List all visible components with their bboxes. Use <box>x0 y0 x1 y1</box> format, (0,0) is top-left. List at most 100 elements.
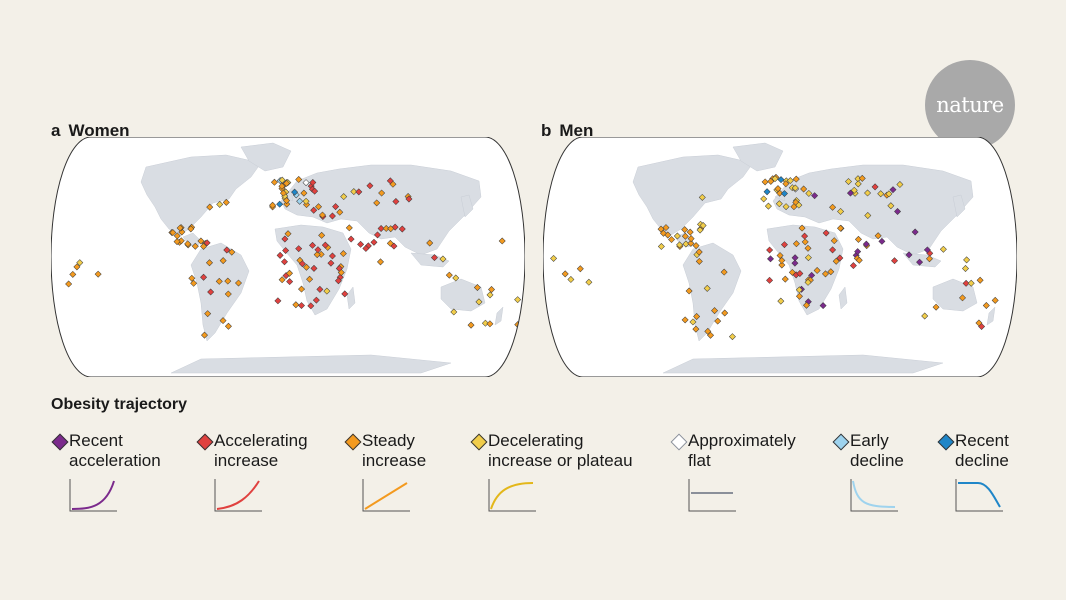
country-marker <box>687 235 695 243</box>
country-marker <box>445 271 453 279</box>
country-marker <box>803 301 810 309</box>
country-marker <box>373 199 381 207</box>
country-marker <box>766 276 774 284</box>
country-marker <box>681 226 689 234</box>
country-marker <box>439 255 447 263</box>
country-marker <box>184 240 192 248</box>
country-marker <box>274 297 282 305</box>
legend-label-line1: Recent <box>69 431 123 450</box>
country-marker <box>377 225 385 232</box>
country-marker <box>804 244 812 252</box>
legend-label-line2: decline <box>850 451 904 470</box>
country-marker <box>778 261 786 269</box>
country-marker <box>328 252 336 260</box>
panel-letter: b <box>541 121 552 140</box>
legend-label-line2: decline <box>955 451 1009 470</box>
country-marker <box>332 203 340 211</box>
legend-label-line1: Recent <box>955 431 1009 450</box>
country-marker <box>377 258 384 266</box>
legend-diamond-icon <box>670 433 688 451</box>
country-marker <box>362 244 370 252</box>
country-marker <box>298 260 306 268</box>
country-marker <box>695 257 703 265</box>
country-marker <box>854 180 862 188</box>
country-marker <box>235 279 242 287</box>
country-marker <box>187 225 195 233</box>
country-marker <box>689 318 697 326</box>
country-marker <box>203 239 211 247</box>
country-marker <box>962 279 970 287</box>
country-marker <box>864 212 872 219</box>
legend-label-line2: flat <box>688 451 711 470</box>
country-marker <box>782 203 790 211</box>
panel-letter: a <box>51 121 61 140</box>
country-marker <box>687 239 695 247</box>
country-marker <box>728 333 736 341</box>
country-marker <box>295 175 303 183</box>
country-marker <box>201 331 208 339</box>
country-marker <box>316 285 324 293</box>
country-marker <box>69 270 77 278</box>
country-marker <box>292 301 300 309</box>
country-marker <box>282 247 290 254</box>
country-marker <box>685 287 693 295</box>
country-marker <box>721 309 729 317</box>
country-marker <box>405 195 413 203</box>
country-marker <box>300 189 308 197</box>
country-marker <box>801 232 809 240</box>
country-marker <box>321 241 329 249</box>
trajectory-curve-icon <box>214 479 262 512</box>
country-marker <box>887 202 895 210</box>
country-marker <box>720 268 728 276</box>
country-marker <box>296 197 304 205</box>
legend-diamond-icon <box>344 433 362 451</box>
country-marker <box>269 201 277 209</box>
country-marker <box>864 189 872 197</box>
country-marker <box>894 208 901 215</box>
country-marker <box>827 268 835 276</box>
country-marker <box>676 241 684 249</box>
country-marker <box>204 310 212 318</box>
country-marker <box>885 190 893 198</box>
country-marker <box>317 250 325 258</box>
country-marker <box>707 331 714 339</box>
panel-title: Men <box>559 121 594 140</box>
country-marker <box>298 285 305 293</box>
country-marker <box>923 246 931 254</box>
country-marker <box>673 232 681 240</box>
country-marker <box>73 263 81 271</box>
country-marker <box>345 224 353 232</box>
legend-diamond-icon <box>51 433 69 451</box>
legend-label-line1: Approximately <box>688 431 796 450</box>
country-marker <box>766 246 774 254</box>
country-marker <box>318 231 326 239</box>
country-marker <box>585 278 593 286</box>
country-marker <box>309 241 316 249</box>
country-marker <box>386 239 394 247</box>
country-marker <box>774 185 782 193</box>
country-marker <box>805 189 813 197</box>
country-marker <box>858 174 866 182</box>
country-marker <box>281 235 289 243</box>
country-marker <box>782 180 790 188</box>
country-marker <box>473 284 481 291</box>
country-marker <box>188 274 196 282</box>
country-marker <box>798 224 806 232</box>
country-marker <box>190 279 198 287</box>
nature-logo: nature <box>925 60 1015 150</box>
country-marker <box>191 242 199 250</box>
legend-label: Recent decline <box>955 431 1009 471</box>
country-marker <box>854 175 862 183</box>
legend-label: Accelerating increase <box>214 431 308 471</box>
country-marker <box>925 255 933 263</box>
country-marker <box>819 302 827 310</box>
country-marker <box>822 229 830 237</box>
legend-diamond-icon <box>196 433 214 451</box>
country-marker <box>764 202 772 210</box>
country-marker <box>222 198 230 206</box>
legend-label-line1: Decelerating <box>488 431 584 450</box>
country-marker <box>830 237 838 245</box>
country-marker <box>878 237 886 245</box>
country-marker <box>775 200 783 208</box>
legend-diamond-icon <box>832 433 850 451</box>
